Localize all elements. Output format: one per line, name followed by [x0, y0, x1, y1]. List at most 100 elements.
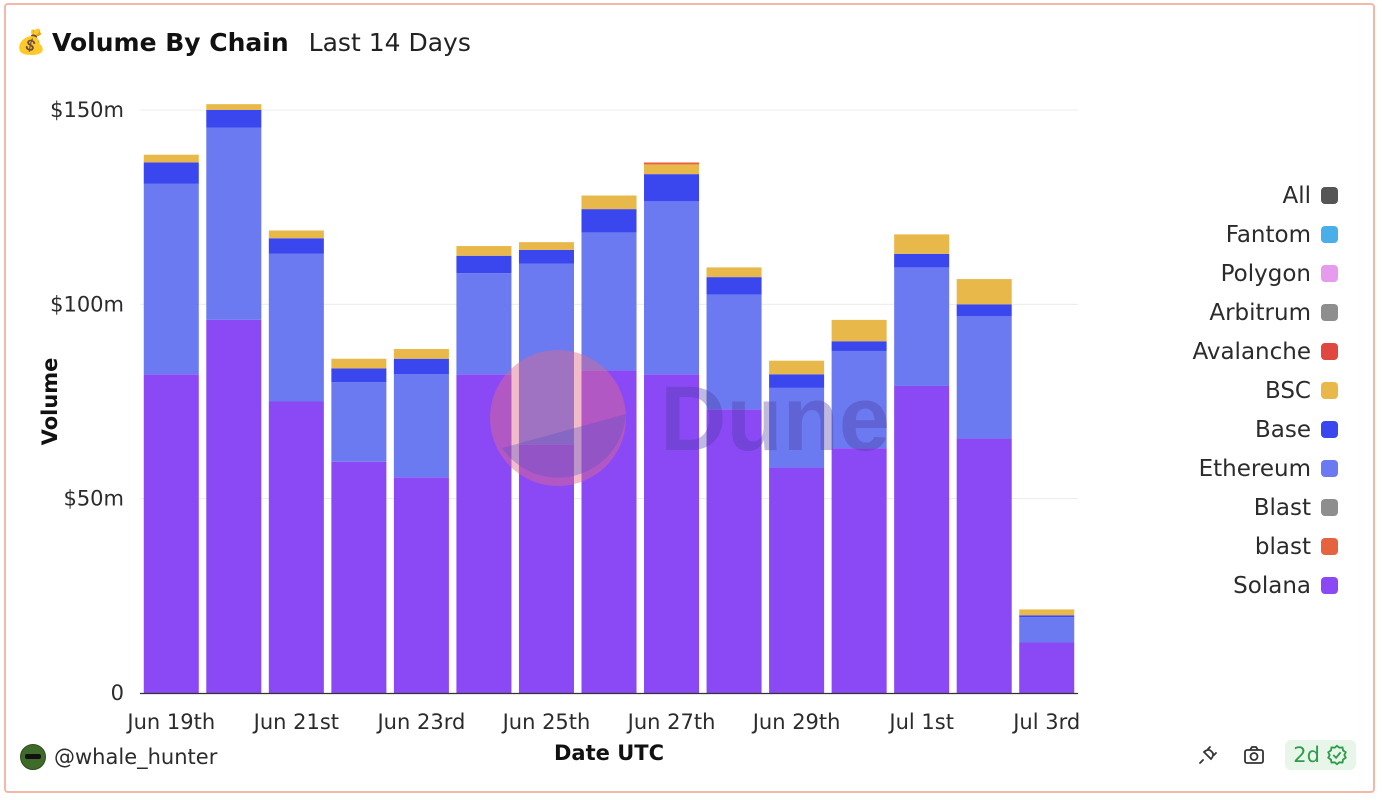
bar-segment-ethereum: [268, 253, 324, 402]
legend-swatch: [1321, 421, 1338, 438]
bar-segment-bsc: [393, 349, 449, 359]
legend-swatch: [1321, 304, 1338, 321]
bar-segment-ethereum: [393, 374, 449, 478]
x-tick-label: Jun 23rd: [375, 710, 465, 734]
chart-legend: All Fantom Polygon Arbitrum Avalanche BSC Base…: [1118, 176, 1338, 605]
legend-label: Arbitrum: [1209, 299, 1311, 326]
bar-segment-solana: [456, 374, 512, 693]
legend-item-solana[interactable]: Solana: [1118, 566, 1338, 605]
x-axis-title: Date UTC: [554, 741, 664, 765]
y-tick-label: 0: [111, 681, 124, 705]
bar-segment-base: [644, 174, 700, 202]
legend-item-ethereum[interactable]: Ethereum: [1118, 449, 1338, 488]
legend-item-fantom[interactable]: Fantom: [1118, 215, 1338, 254]
legend-label: Polygon: [1220, 260, 1311, 287]
y-tick-label: $100m: [50, 292, 124, 316]
bar-segment-bsc: [456, 246, 512, 256]
legend-swatch: [1321, 187, 1338, 204]
legend-swatch: [1321, 499, 1338, 516]
avatar: [20, 744, 46, 770]
bar-segment-bsc: [894, 234, 950, 254]
bar-segment-bsc: [143, 154, 199, 163]
bar-segment-ethereum: [831, 350, 887, 449]
bar-segment-ethereum: [206, 127, 262, 320]
legend-item-blast[interactable]: blast: [1118, 527, 1338, 566]
y-tick-label: $50m: [63, 487, 124, 511]
bar-segment-base: [206, 110, 262, 128]
x-tick-label: Jun 19th: [125, 710, 215, 734]
bar-segment-solana: [393, 477, 449, 693]
chart-title: Volume By Chain: [52, 27, 289, 57]
chain-icon[interactable]: [1193, 740, 1223, 770]
bar-segment-ethereum: [456, 273, 512, 375]
legend-label: Avalanche: [1192, 338, 1311, 365]
bar-segment-solana: [831, 448, 887, 693]
bar-segment-ethereum: [1019, 617, 1075, 643]
age-label: 2d: [1293, 743, 1320, 767]
bar-segment-bsc: [956, 279, 1012, 305]
legend-label: Ethereum: [1198, 455, 1311, 482]
author[interactable]: @whale_hunter: [20, 744, 217, 770]
bar-segment-solana: [143, 374, 199, 693]
bar-segment-solana: [894, 385, 950, 693]
x-tick-label: Jun 29th: [751, 710, 841, 734]
bar-segment-base: [143, 162, 199, 184]
legend-item-blast[interactable]: Blast: [1118, 488, 1338, 527]
bar-segment-base: [331, 368, 387, 383]
bar-segment-base: [268, 238, 324, 254]
bar-segment-blast: [644, 162, 700, 165]
legend-swatch: [1321, 343, 1338, 360]
author-username: @whale_hunter: [54, 745, 218, 769]
bar-segment-solana: [518, 444, 574, 693]
legend-swatch: [1321, 265, 1338, 282]
bar-segment-base: [393, 358, 449, 375]
bar-segment-solana: [644, 374, 700, 693]
bar-segment-bsc: [331, 358, 387, 369]
bar-segment-ethereum: [143, 183, 199, 375]
legend-label: blast: [1254, 533, 1311, 560]
bar-segment-base: [831, 341, 887, 351]
legend-swatch: [1321, 226, 1338, 243]
bar-segment-solana: [769, 467, 825, 693]
x-tick-label: Jul 1st: [887, 710, 954, 734]
bar-segment-base: [518, 249, 574, 264]
bar-segment-solana: [206, 319, 262, 693]
legend-item-avalanche[interactable]: Avalanche: [1118, 332, 1338, 371]
legend-swatch: [1321, 538, 1338, 555]
legend-item-polygon[interactable]: Polygon: [1118, 254, 1338, 293]
bar-segment-ethereum: [518, 263, 574, 445]
bar-segment-bsc: [644, 164, 700, 175]
bar-segment-ethereum: [644, 201, 700, 375]
bar-segment-bsc: [769, 360, 825, 375]
bar-segment-bsc: [706, 267, 762, 278]
money-bag-icon: 💰: [16, 28, 46, 56]
bar-segment-bsc: [831, 319, 887, 342]
x-tick-label: Jun 25th: [501, 710, 591, 734]
legend-item-all[interactable]: All: [1118, 176, 1338, 215]
bar-segment-base: [956, 304, 1012, 316]
footer-actions: 2d: [1193, 740, 1356, 770]
legend-item-base[interactable]: Base: [1118, 410, 1338, 449]
bar-segment-base: [456, 255, 512, 274]
y-tick-label: $150m: [50, 98, 124, 122]
bar-segment-solana: [956, 438, 1012, 693]
legend-item-arbitrum[interactable]: Arbitrum: [1118, 293, 1338, 332]
chart-subtitle: Last 14 Days: [308, 27, 471, 57]
legend-swatch: [1321, 460, 1338, 477]
bar-segment-ethereum: [769, 387, 825, 468]
refresh-age-badge[interactable]: 2d: [1285, 740, 1356, 770]
bar-segment-base: [706, 277, 762, 295]
x-tick-label: Jul 3rd: [1011, 710, 1080, 734]
bar-segment-bsc: [518, 242, 574, 250]
bar-segment-ethereum: [706, 294, 762, 410]
bar-segment-base: [581, 209, 637, 233]
bar-segment-bsc: [268, 230, 324, 239]
x-tick-label: Jun 21st: [252, 710, 339, 734]
bar-segment-ethereum: [894, 267, 950, 386]
bar-segment-base: [1019, 615, 1075, 618]
legend-item-bsc[interactable]: BSC: [1118, 371, 1338, 410]
bar-segment-solana: [268, 401, 324, 693]
camera-icon[interactable]: [1239, 740, 1269, 770]
bar-segment-solana: [581, 370, 637, 693]
